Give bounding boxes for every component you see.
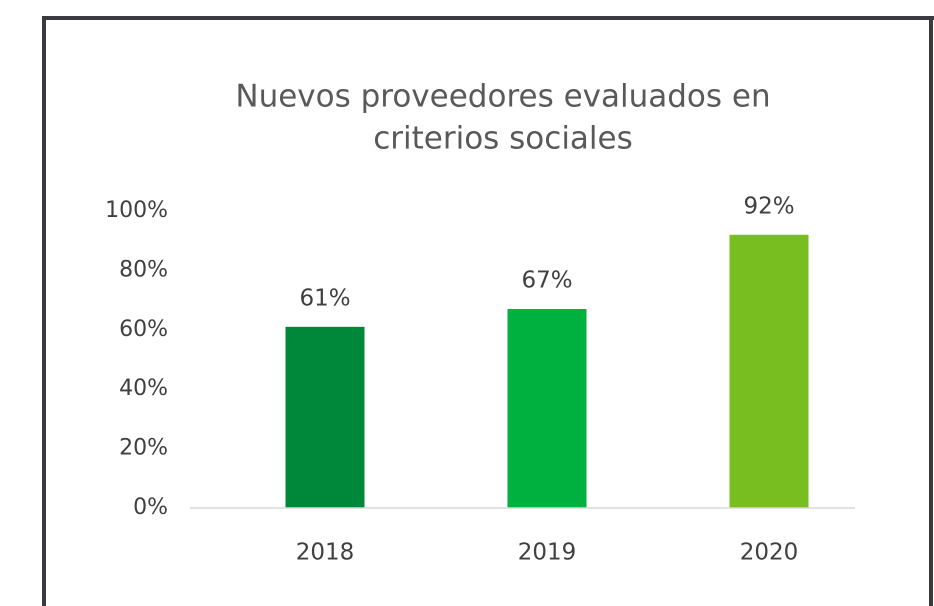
y-tick-label: 100% <box>105 198 168 223</box>
bar <box>285 326 365 508</box>
y-tick-label: 20% <box>119 436 168 461</box>
x-tick-label: 2019 <box>518 540 577 566</box>
value-label: 67% <box>521 268 572 294</box>
value-label: 61% <box>299 285 350 311</box>
y-tick-label: 40% <box>119 376 168 401</box>
value-label: 92% <box>743 193 794 219</box>
y-tick-label: 80% <box>119 257 168 282</box>
chart-title: criterios sociales <box>373 121 633 157</box>
y-tick-label: 0% <box>133 495 168 520</box>
bar <box>729 234 809 508</box>
x-tick-label: 2018 <box>296 540 355 566</box>
x-tick-label: 2020 <box>740 540 799 566</box>
y-tick-label: 60% <box>119 317 168 342</box>
chart-title: Nuevos proveedores evaluados en <box>235 79 770 115</box>
bar <box>507 309 587 508</box>
